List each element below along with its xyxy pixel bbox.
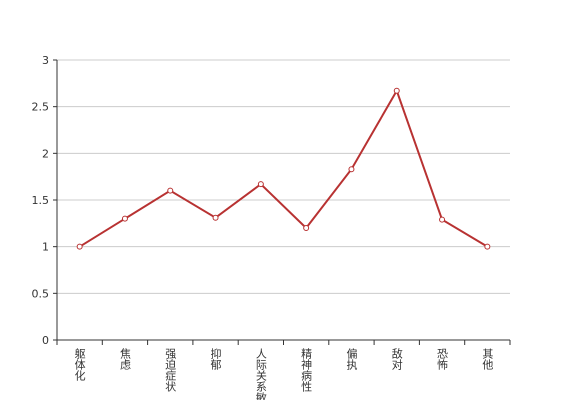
x-tick-label: 敌对 [390, 347, 403, 370]
y-tick-label: 1.5 [32, 194, 50, 207]
x-tick-label: 强迫症状 [164, 348, 177, 392]
x-tick-label: 其他 [481, 348, 494, 370]
point [484, 243, 491, 250]
y-tick-label: 3 [42, 54, 49, 67]
x-tick-label: 人际关系敏感 [254, 348, 267, 400]
y-tick-label: 0 [42, 334, 49, 347]
x-tick-label: 躯体化 [73, 348, 86, 382]
y-tick-label: 0.5 [32, 287, 50, 300]
y-tick-label: 1 [42, 241, 49, 254]
point [348, 166, 355, 173]
y-tick-label: 2.5 [32, 101, 50, 114]
point [212, 214, 219, 221]
x-tick-label: 精神病性 [300, 348, 313, 393]
point [393, 87, 400, 94]
x-tick-label: 抑郁 [209, 347, 222, 370]
point [257, 181, 264, 188]
point [167, 187, 174, 194]
x-tick-label: 恐怖 [436, 348, 449, 370]
x-tick-label: 焦虑 [118, 348, 131, 370]
point [121, 215, 128, 222]
point [439, 216, 446, 223]
line [79, 88, 488, 248]
y-tick-label: 2 [42, 147, 49, 160]
point [303, 225, 310, 231]
x-tick-label: 偏执 [345, 347, 358, 371]
point [76, 243, 83, 250]
